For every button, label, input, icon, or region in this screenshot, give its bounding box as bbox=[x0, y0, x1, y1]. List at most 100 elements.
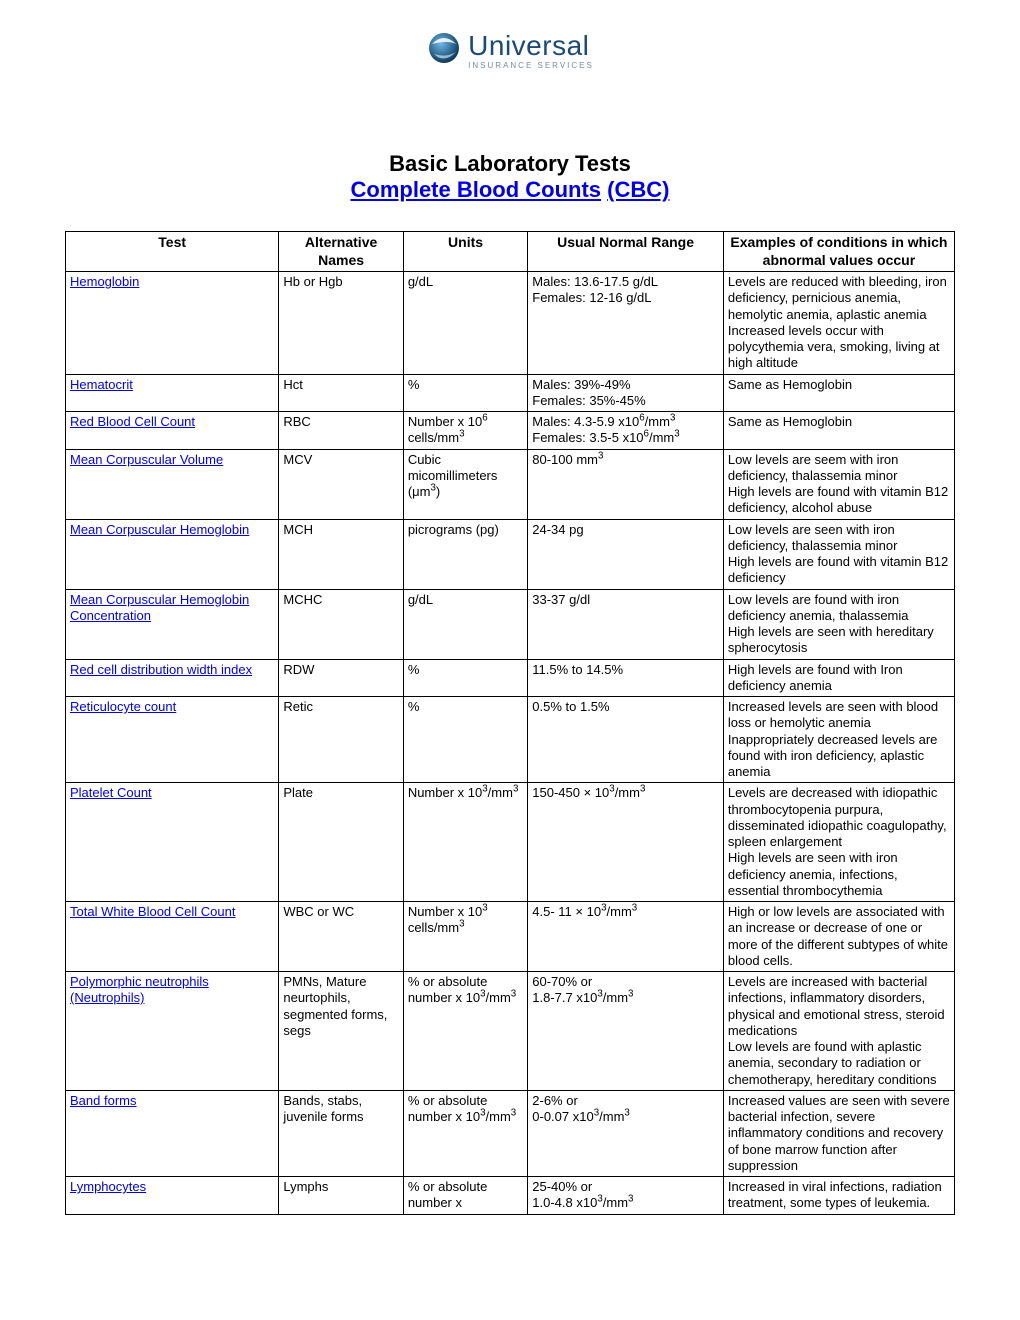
cell-alt: MCV bbox=[279, 449, 403, 519]
cell-conditions: High or low levels are associated with a… bbox=[723, 902, 954, 972]
cell-conditions: Levels are decreased with idiopathic thr… bbox=[723, 783, 954, 902]
cell-units: g/dL bbox=[403, 272, 527, 375]
col-header-alt: Alternative Names bbox=[279, 232, 403, 272]
test-link[interactable]: Polymorphic neutrophils (Neutrophils) bbox=[70, 974, 209, 1005]
page-subtitle: Complete Blood Counts (CBC) bbox=[65, 177, 955, 203]
test-link[interactable]: Total White Blood Cell Count bbox=[70, 904, 235, 919]
cell-units: Cubic micomillimeters (μm3) bbox=[403, 449, 527, 519]
test-link[interactable]: Mean Corpuscular Volume bbox=[70, 452, 223, 467]
cell-alt: Bands, stabs, juvenile forms bbox=[279, 1090, 403, 1176]
table-row: Hemoglobin Hb or Hgbg/dLMales: 13.6-17.5 … bbox=[66, 272, 955, 375]
cell-units: Number x 103 cells/mm3 bbox=[403, 902, 527, 972]
col-header-range: Usual Normal Range bbox=[528, 232, 724, 272]
cell-test: Mean Corpuscular Hemoglobin Concentratio… bbox=[66, 589, 279, 659]
table-row: Mean Corpuscular Hemoglobin Concentratio… bbox=[66, 589, 955, 659]
cell-units: Number x 106 cells/mm3 bbox=[403, 412, 527, 450]
page-title: Basic Laboratory Tests bbox=[65, 151, 955, 177]
cell-units: g/dL bbox=[403, 589, 527, 659]
document-page: Universal INSURANCE SERVICES Basic Labor… bbox=[0, 0, 1020, 1255]
cell-range: 80-100 mm3 bbox=[528, 449, 724, 519]
cell-range: Males: 13.6-17.5 g/dLFemales: 12-16 g/dL bbox=[528, 272, 724, 375]
test-link[interactable]: Reticulocyte count bbox=[70, 699, 176, 714]
cell-range: 150-450 × 103/mm3 bbox=[528, 783, 724, 902]
logo-container: Universal INSURANCE SERVICES bbox=[65, 30, 955, 71]
table-header-row: Test Alternative Names Units Usual Norma… bbox=[66, 232, 955, 272]
cell-range: 60-70% or1.8-7.7 x103/mm3 bbox=[528, 972, 724, 1091]
table-row: LymphocytesLymphs% or absolute number x2… bbox=[66, 1177, 955, 1215]
logo-text: Universal INSURANCE SERVICES bbox=[468, 32, 594, 70]
table-row: Polymorphic neutrophils (Neutrophils) PMN… bbox=[66, 972, 955, 1091]
cell-conditions: Low levels are seen with iron deficiency… bbox=[723, 519, 954, 589]
table-body: HemoglobinHb or Hgbg/dLMales: 13.6-17.5 … bbox=[66, 272, 955, 1215]
cell-test: Red Blood Cell Count bbox=[66, 412, 279, 450]
test-link[interactable]: Red cell distribution width index bbox=[70, 662, 252, 677]
col-header-cond: Examples of conditions in which abnormal… bbox=[723, 232, 954, 272]
cell-units: % bbox=[403, 374, 527, 412]
cell-range: 24-34 pg bbox=[528, 519, 724, 589]
cell-conditions: Same as Hemoglobin bbox=[723, 412, 954, 450]
cell-test: Hematocrit bbox=[66, 374, 279, 412]
cell-alt: MCHC bbox=[279, 589, 403, 659]
table-row: Platelet Count PlateNumber x 103/mm3150-4… bbox=[66, 783, 955, 902]
cell-alt: RDW bbox=[279, 659, 403, 697]
table-row: Reticulocyte countRetic%0.5% to 1.5%Incr… bbox=[66, 697, 955, 783]
test-link[interactable]: Red Blood Cell Count bbox=[70, 414, 195, 429]
cell-alt: PMNs, Mature neurtophils, segmented form… bbox=[279, 972, 403, 1091]
test-link[interactable]: Mean Corpuscular Hemoglobin bbox=[70, 522, 249, 537]
test-link[interactable]: Band forms bbox=[70, 1093, 136, 1108]
cell-units: picrograms (pg) bbox=[403, 519, 527, 589]
globe-icon bbox=[426, 30, 462, 71]
cell-conditions: High levels are found with Iron deficien… bbox=[723, 659, 954, 697]
cell-test: Polymorphic neutrophils (Neutrophils) bbox=[66, 972, 279, 1091]
col-header-units: Units bbox=[403, 232, 527, 272]
cell-range: 33-37 g/dl bbox=[528, 589, 724, 659]
cbc-abbrev-link[interactable]: (CBC) bbox=[607, 177, 669, 202]
cbc-link[interactable]: Complete Blood Counts bbox=[351, 177, 602, 202]
cell-test: Band forms bbox=[66, 1090, 279, 1176]
table-row: Band forms Bands, stabs, juvenile forms% … bbox=[66, 1090, 955, 1176]
cell-units: Number x 103/mm3 bbox=[403, 783, 527, 902]
cell-alt: Plate bbox=[279, 783, 403, 902]
cell-range: 4.5- 11 × 103/mm3 bbox=[528, 902, 724, 972]
cell-test: Total White Blood Cell Count bbox=[66, 902, 279, 972]
cell-alt: Retic bbox=[279, 697, 403, 783]
logo-main-text: Universal bbox=[468, 32, 589, 60]
table-row: Mean Corpuscular Hemoglobin MCHpicrograms… bbox=[66, 519, 955, 589]
cell-alt: RBC bbox=[279, 412, 403, 450]
cell-range: 11.5% to 14.5% bbox=[528, 659, 724, 697]
test-link[interactable]: Hemoglobin bbox=[70, 274, 139, 289]
cell-range: 25-40% or1.0-4.8 x103/mm3 bbox=[528, 1177, 724, 1215]
test-link[interactable]: Lymphocytes bbox=[70, 1179, 146, 1194]
cell-conditions: Same as Hemoglobin bbox=[723, 374, 954, 412]
cell-units: % bbox=[403, 697, 527, 783]
cell-test: Platelet Count bbox=[66, 783, 279, 902]
logo-sub-text: INSURANCE SERVICES bbox=[468, 62, 594, 70]
cell-units: % bbox=[403, 659, 527, 697]
table-row: HematocritHct%Males: 39%-49%Females: 35%… bbox=[66, 374, 955, 412]
test-link[interactable]: Mean Corpuscular Hemoglobin Concentratio… bbox=[70, 592, 249, 623]
table-row: Total White Blood Cell Count WBC or WCNum… bbox=[66, 902, 955, 972]
table-row: Red cell distribution width index RDW%11.… bbox=[66, 659, 955, 697]
cell-alt: Hct bbox=[279, 374, 403, 412]
table-row: Mean Corpuscular Volume MCVCubic micomill… bbox=[66, 449, 955, 519]
cell-range: 2-6% or0-0.07 x103/mm3 bbox=[528, 1090, 724, 1176]
cell-test: Mean Corpuscular Hemoglobin bbox=[66, 519, 279, 589]
col-header-test: Test bbox=[66, 232, 279, 272]
cell-conditions: Levels are reduced with bleeding, iron d… bbox=[723, 272, 954, 375]
cell-test: Red cell distribution width index bbox=[66, 659, 279, 697]
test-link[interactable]: Hematocrit bbox=[70, 377, 133, 392]
cell-units: % or absolute number x 103/mm3 bbox=[403, 1090, 527, 1176]
test-link[interactable]: Platelet Count bbox=[70, 785, 152, 800]
cell-alt: WBC or WC bbox=[279, 902, 403, 972]
cell-conditions: Low levels are seem with iron deficiency… bbox=[723, 449, 954, 519]
cell-alt: MCH bbox=[279, 519, 403, 589]
cell-units: % or absolute number x 103/mm3 bbox=[403, 972, 527, 1091]
table-row: Red Blood Cell Count RBCNumber x 106 cell… bbox=[66, 412, 955, 450]
cell-alt: Hb or Hgb bbox=[279, 272, 403, 375]
title-block: Basic Laboratory Tests Complete Blood Co… bbox=[65, 151, 955, 203]
cell-conditions: Increased values are seen with severe ba… bbox=[723, 1090, 954, 1176]
cell-conditions: Low levels are found with iron deficienc… bbox=[723, 589, 954, 659]
cell-conditions: Increased levels are seen with blood los… bbox=[723, 697, 954, 783]
cell-test: Mean Corpuscular Volume bbox=[66, 449, 279, 519]
cell-test: Hemoglobin bbox=[66, 272, 279, 375]
